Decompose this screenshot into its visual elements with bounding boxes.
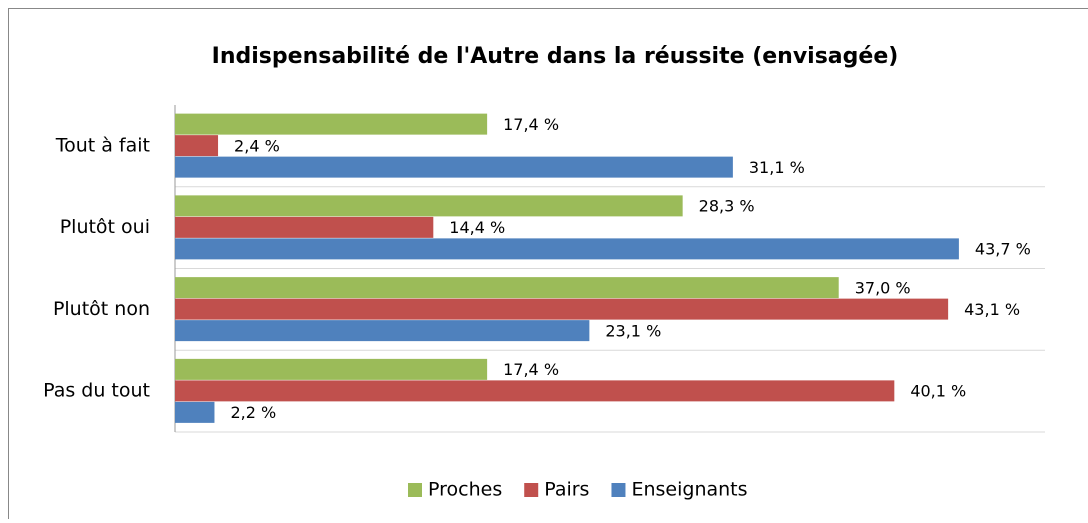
bar xyxy=(175,402,214,423)
legend-swatch xyxy=(524,483,538,497)
bar xyxy=(175,217,433,238)
legend-label: Proches xyxy=(428,479,502,501)
value-label: 40,1 % xyxy=(910,382,966,401)
value-label: 28,3 % xyxy=(699,197,755,216)
value-label: 2,2 % xyxy=(230,403,276,422)
chart-border xyxy=(9,9,1088,520)
value-label: 17,4 % xyxy=(503,115,559,134)
category-label: Plutôt oui xyxy=(60,216,150,238)
bar xyxy=(175,114,487,135)
legend-swatch xyxy=(611,483,625,497)
legend-swatch xyxy=(408,483,422,497)
value-label: 17,4 % xyxy=(503,360,559,379)
value-label: 23,1 % xyxy=(605,321,661,340)
bar xyxy=(175,195,683,216)
bar xyxy=(175,157,733,178)
value-label: 2,4 % xyxy=(234,136,280,155)
legend-label: Enseignants xyxy=(631,479,747,501)
bar xyxy=(175,320,589,341)
value-label: 37,0 % xyxy=(855,278,911,297)
bar xyxy=(175,277,839,298)
value-label: 14,4 % xyxy=(449,218,505,237)
category-label: Plutôt non xyxy=(53,298,150,320)
category-label: Pas du tout xyxy=(43,380,150,402)
value-label: 31,1 % xyxy=(749,158,805,177)
bar xyxy=(175,380,894,401)
chart-title: Indispensabilité de l'Autre dans la réus… xyxy=(212,44,899,69)
value-label: 43,1 % xyxy=(964,300,1020,319)
bar xyxy=(175,359,487,380)
bar xyxy=(175,135,218,156)
bar xyxy=(175,299,948,320)
bar xyxy=(175,238,959,259)
category-label: Tout à fait xyxy=(55,134,150,156)
legend-label: Pairs xyxy=(544,479,589,501)
value-label: 43,7 % xyxy=(975,240,1031,259)
